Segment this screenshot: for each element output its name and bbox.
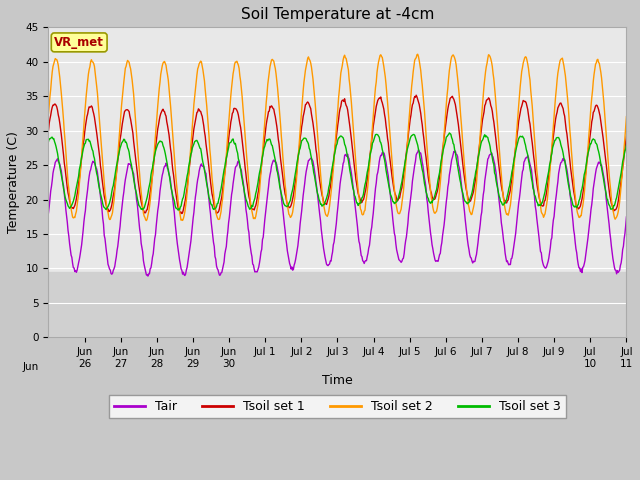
Tsoil set 1 xyxy=(398,185,406,191)
Tsoil set 3 xyxy=(431,194,438,200)
Tsoil set 1 xyxy=(270,106,278,112)
Legend: Tair, Tsoil set 1, Tsoil set 2, Tsoil set 3: Tair, Tsoil set 1, Tsoil set 2, Tsoil se… xyxy=(109,395,566,418)
X-axis label: Time: Time xyxy=(322,374,353,387)
Tsoil set 1 xyxy=(178,211,186,216)
Title: Soil Temperature at -4cm: Soil Temperature at -4cm xyxy=(241,7,434,22)
Tair xyxy=(113,254,120,260)
Tsoil set 2 xyxy=(414,51,422,57)
Tair xyxy=(415,147,422,153)
Line: Tsoil set 1: Tsoil set 1 xyxy=(49,95,627,214)
Line: Tsoil set 3: Tsoil set 3 xyxy=(49,133,627,210)
Tair xyxy=(248,254,256,260)
Tsoil set 2 xyxy=(431,210,439,216)
Tsoil set 3 xyxy=(248,203,256,208)
Bar xyxy=(49,272,627,337)
Tsoil set 2 xyxy=(270,58,278,64)
Tsoil set 1 xyxy=(45,128,52,133)
Text: Jun: Jun xyxy=(22,361,38,372)
Tair xyxy=(220,263,227,268)
Tsoil set 2 xyxy=(248,208,256,214)
Tair xyxy=(144,273,152,279)
Tsoil set 3 xyxy=(45,139,52,144)
Tair xyxy=(270,157,278,163)
Text: VR_met: VR_met xyxy=(54,36,104,49)
Tsoil set 1 xyxy=(248,206,256,212)
Tsoil set 3 xyxy=(270,150,278,156)
Tsoil set 3 xyxy=(113,164,120,169)
Tsoil set 2 xyxy=(220,189,227,195)
Tsoil set 1 xyxy=(113,171,120,177)
Tsoil set 1 xyxy=(412,92,420,98)
Line: Tair: Tair xyxy=(49,150,627,276)
Tsoil set 2 xyxy=(143,218,150,224)
Tair xyxy=(623,214,630,220)
Tsoil set 2 xyxy=(398,200,406,206)
Tsoil set 1 xyxy=(623,133,630,139)
Tsoil set 2 xyxy=(623,114,630,120)
Tsoil set 3 xyxy=(623,142,630,147)
Tsoil set 2 xyxy=(113,173,120,179)
Tsoil set 3 xyxy=(398,179,406,185)
Tsoil set 3 xyxy=(174,207,182,213)
Tsoil set 1 xyxy=(220,182,227,188)
Tsoil set 2 xyxy=(45,111,52,117)
Tsoil set 1 xyxy=(431,196,439,202)
Tair xyxy=(431,257,439,263)
Line: Tsoil set 2: Tsoil set 2 xyxy=(49,54,627,221)
Tsoil set 3 xyxy=(445,130,453,136)
Tair xyxy=(398,258,406,264)
Tsoil set 3 xyxy=(220,171,227,177)
Y-axis label: Temperature (C): Temperature (C) xyxy=(7,132,20,233)
Tair xyxy=(45,210,52,216)
